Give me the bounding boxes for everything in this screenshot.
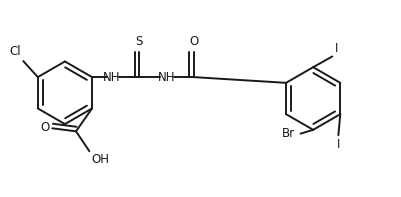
Text: O: O — [189, 35, 198, 48]
Text: NH: NH — [103, 71, 121, 84]
Text: I: I — [334, 42, 338, 55]
Text: OH: OH — [92, 153, 109, 166]
Text: Cl: Cl — [10, 45, 21, 58]
Text: S: S — [136, 35, 143, 48]
Text: NH: NH — [158, 71, 176, 84]
Text: O: O — [41, 121, 50, 134]
Text: I: I — [337, 138, 340, 151]
Text: Br: Br — [282, 127, 295, 140]
